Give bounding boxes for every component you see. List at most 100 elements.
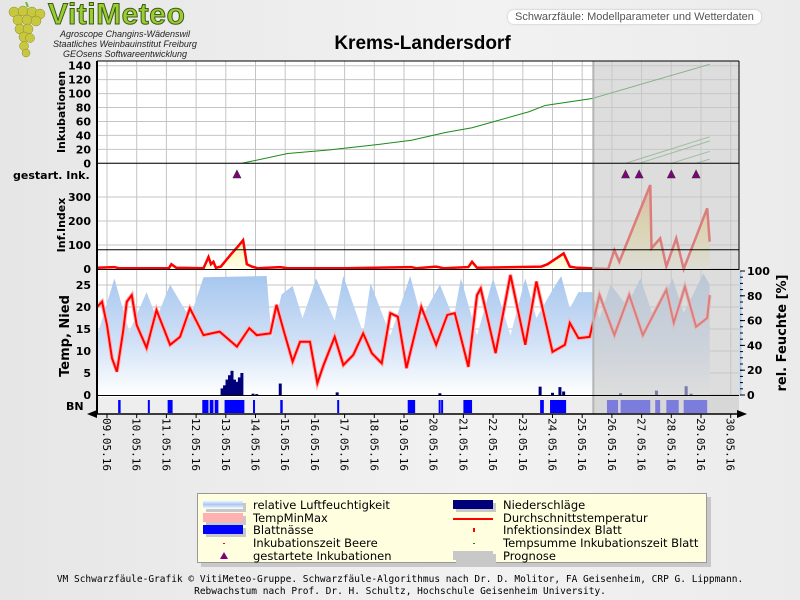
- grapes-icon: [8, 2, 46, 58]
- scroll-right-arrow-icon[interactable]: [737, 410, 747, 418]
- legend-label: gestartete Inkubationen: [253, 548, 392, 563]
- legend-label: Blattnässe: [253, 523, 314, 538]
- leaf-wetness-bar: [202, 400, 209, 413]
- precipitation-bar: [228, 375, 232, 395]
- precipitation-bar: [230, 370, 234, 395]
- leaf-wetness-bar: [463, 400, 473, 413]
- leaf-wetness-bar: [407, 400, 416, 413]
- y-tick-label: 5: [83, 367, 91, 380]
- y-tick-label: 80: [747, 290, 763, 303]
- chart: 0204060801001201400100200300051015202502…: [13, 60, 790, 471]
- x-tick-label: 20.05.16: [427, 418, 440, 471]
- leaf-wetness-bar: [147, 400, 150, 413]
- y-tick-label: 15: [76, 323, 91, 336]
- y-axis-label: Inf.Index: [55, 198, 68, 253]
- legend-label: Prognose: [503, 548, 556, 563]
- x-tick-label: 14.05.16: [249, 418, 262, 471]
- logo-line: Agroscope Changins-Wädenswil: [59, 29, 191, 39]
- page-title: Krems-Landersdorf: [334, 33, 511, 54]
- leaf-wetness-bar: [540, 400, 544, 413]
- legend-swatch-reddot: [223, 543, 225, 545]
- temperature-line: [96, 274, 711, 388]
- x-tick-label: 22.05.16: [486, 418, 499, 471]
- x-tick-label: 27.05.16: [635, 418, 648, 471]
- leaf-wetness-bar: [209, 400, 214, 413]
- legend-label: relative Luftfeuchtigkeit: [253, 498, 390, 512]
- x-tick-label: 29.05.16: [694, 418, 707, 471]
- precipitation-bar: [223, 385, 227, 395]
- started-incubation-triangle: [691, 169, 701, 179]
- logo-title: VitiMeteo: [47, 0, 186, 32]
- humidity-area: [97, 273, 710, 395]
- leaf-wetness-bar: [441, 400, 444, 413]
- legend-swatch-leaf-wetness: [203, 525, 243, 535]
- y-tick-label: 20: [76, 143, 92, 156]
- x-tick-label: 19.05.16: [397, 418, 410, 471]
- legend: relative Luftfeuchtigkeit Niederschläge Te…: [197, 493, 707, 563]
- precipitation-bar: [220, 388, 224, 395]
- x-tick-label: 26.05.16: [605, 418, 618, 471]
- y-tick-label: 80: [76, 102, 92, 115]
- y-axis-label: gestart. Ink.: [13, 169, 90, 182]
- logo-line: Staatliches Weinbauinstitut Freiburg: [53, 39, 197, 49]
- leaf-wetness-bar: [167, 400, 173, 413]
- y-tick-label: 100: [747, 265, 770, 278]
- y-tick-label: 40: [76, 129, 92, 142]
- y-tick-label: 20: [76, 301, 92, 314]
- precipitation-bar: [255, 394, 259, 395]
- logo: VitiMeteo Agroscope Changins-Wädenswil S…: [4, 0, 199, 59]
- x-tick-label: 16.05.16: [308, 418, 321, 471]
- x-tick-label: 13.05.16: [219, 418, 232, 471]
- precipitation-bar: [251, 393, 255, 395]
- precipitation-bar: [538, 386, 542, 395]
- started-incubation-triangle: [666, 169, 676, 179]
- x-tick-label: 15.05.16: [278, 418, 291, 471]
- legend-label: TempMinMax: [253, 510, 328, 525]
- started-incubation-triangle: [621, 169, 630, 179]
- leaf-wetness-bar: [118, 400, 121, 413]
- page-subtitle-badge: Schwarzfäule: Modellparameter und Wetter…: [508, 10, 761, 24]
- scroll-left-arrow-icon[interactable]: [87, 410, 97, 418]
- precipitation-bar: [237, 377, 241, 395]
- footer-credits: Rebwachstum nach Prof. Dr. H. Schultz, H…: [194, 586, 606, 597]
- legend-label: Niederschläge: [503, 498, 586, 512]
- y-tick-label: 0: [83, 263, 91, 276]
- y-axis-label: Inkubationen: [55, 71, 68, 153]
- leaf-wetness-bar: [224, 400, 245, 413]
- y-tick-label: 140: [68, 60, 91, 73]
- y-tick-label: 25: [76, 279, 91, 292]
- x-tick-label: 18.05.16: [367, 418, 380, 471]
- started-incubation-triangle: [232, 169, 242, 179]
- leaf-wetness-bar: [337, 400, 340, 413]
- y-tick-label: 60: [747, 315, 763, 328]
- precipitation-bar: [232, 379, 236, 395]
- legend-swatch-forecast: [453, 550, 493, 560]
- leaf-wetness-bar: [280, 400, 283, 413]
- precipitation-bar: [225, 379, 229, 395]
- leaf-wetness-bar: [438, 400, 441, 413]
- y-tick-label: 10: [76, 345, 92, 358]
- forecast-region: [593, 61, 739, 414]
- x-tick-label: 30.05.16: [724, 418, 737, 471]
- y-tick-label: 120: [68, 74, 91, 87]
- legend-label: Inkubationszeit Beere: [253, 536, 378, 551]
- leaf-wetness-bar: [214, 400, 219, 413]
- x-tick-label: 23.05.16: [516, 418, 529, 471]
- legend-swatch-redtick: [473, 528, 475, 533]
- y-tick-label: 0: [83, 157, 91, 170]
- legend-label: Durchschnittstemperatur: [503, 510, 648, 525]
- x-tick-label: 24.05.16: [546, 418, 559, 471]
- precipitation-bar: [335, 392, 339, 395]
- y-tick-label: 0: [747, 389, 755, 402]
- y-tick-label: 60: [76, 115, 92, 128]
- legend-swatch-greendot: [473, 543, 475, 545]
- y-tick-label: 40: [747, 339, 763, 352]
- precipitation-bar: [558, 387, 562, 395]
- leaf-wetness-bar: [253, 400, 256, 413]
- x-tick-label: 09.05.16: [100, 418, 113, 471]
- legend-label: Tempsumme Inkubationszeit Blatt: [503, 536, 699, 551]
- logo-line: GEOsens Softwareentwicklung: [62, 49, 188, 59]
- precipitation-bar: [438, 393, 442, 395]
- y-tick-label: 20: [747, 364, 763, 377]
- legend-swatch-line: [453, 517, 493, 520]
